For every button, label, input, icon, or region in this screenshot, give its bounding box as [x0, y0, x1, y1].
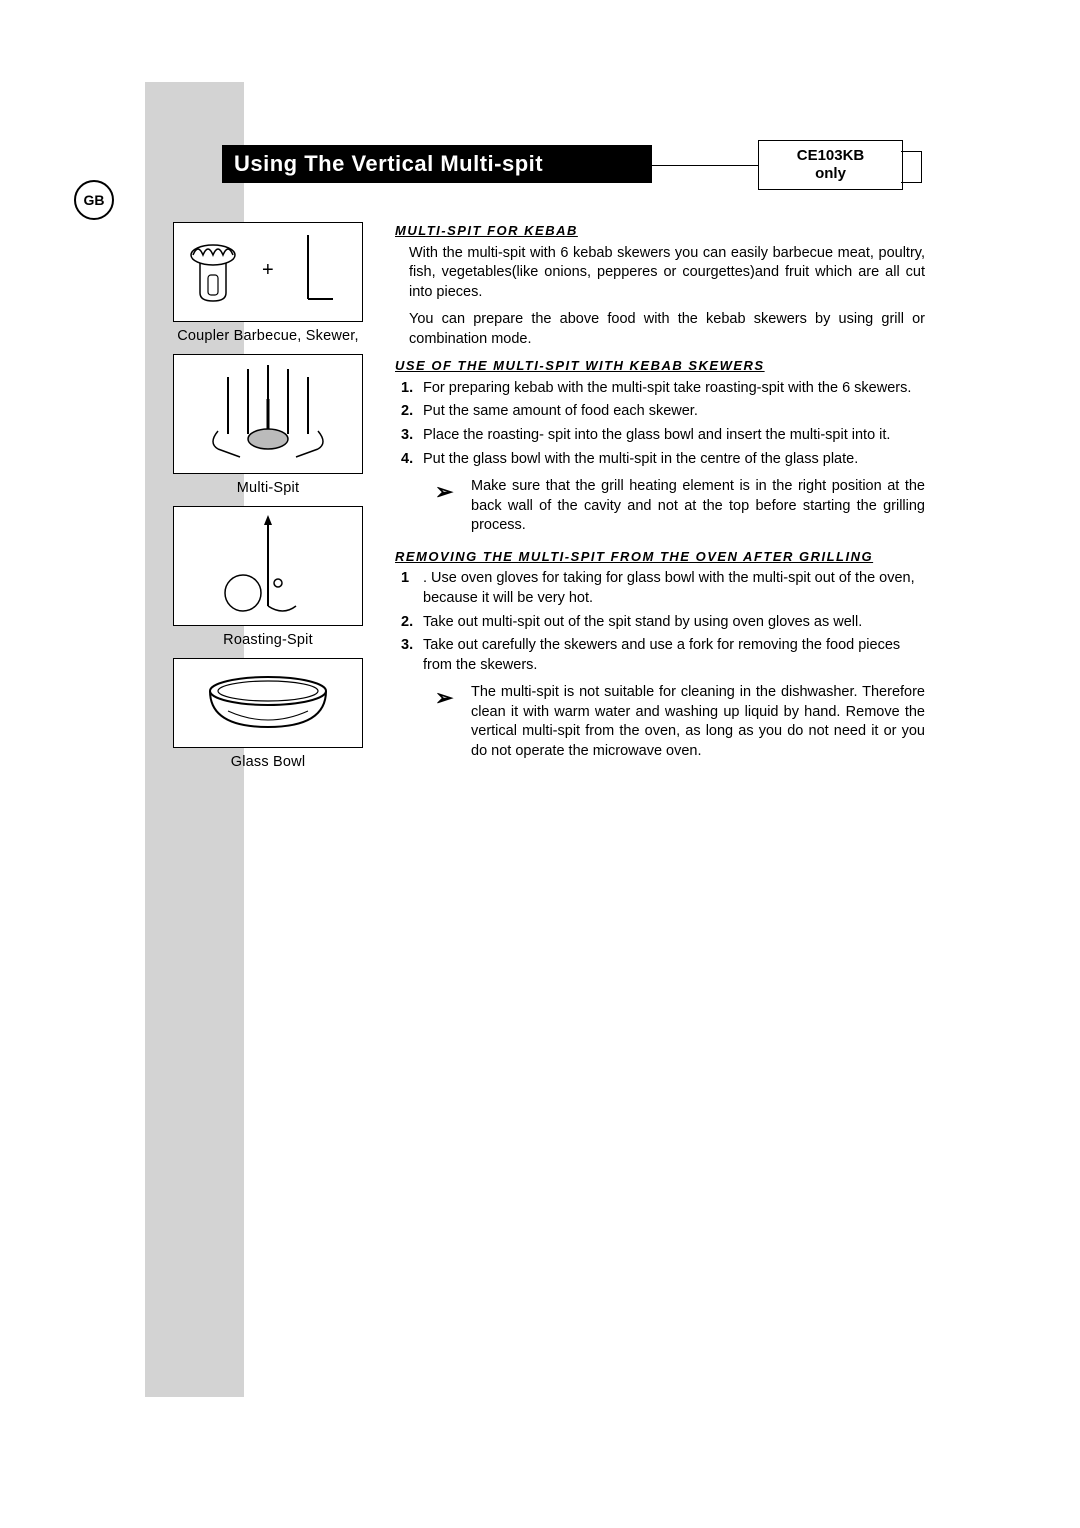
- page-title: Using The Vertical Multi-spit: [222, 145, 652, 183]
- subhead-removing: REMOVING THE MULTI-SPIT FROM THE OVEN AF…: [395, 548, 925, 566]
- note-text: Make sure that the grill heating element…: [471, 477, 925, 536]
- item-num: 3.: [401, 636, 419, 675]
- list-item: 1 . Use oven gloves for taking for glass…: [401, 569, 925, 608]
- item-num: 4.: [401, 450, 419, 470]
- note-removing: ➢ The multi-spit is not suitable for cle…: [435, 683, 925, 761]
- model-only: only: [815, 165, 846, 183]
- list-item: 3. Place the roasting- spit into the gla…: [401, 426, 925, 446]
- glass-bowl-icon: [178, 663, 358, 743]
- item-text: Put the same amount of food each skewer.: [419, 402, 925, 422]
- item-text: Take out multi-spit out of the spit stan…: [419, 613, 925, 633]
- item-num: 3.: [401, 426, 419, 446]
- illustration-column: + Coupler Barbecue, Skewer, Multi-Sp: [158, 222, 378, 780]
- roasting-spit-icon: [178, 511, 358, 621]
- list-item: 3. Take out carefully the skewers and us…: [401, 636, 925, 675]
- item-text: Take out carefully the skewers and use a…: [419, 636, 925, 675]
- list-use: 1. For preparing kebab with the multi-sp…: [401, 379, 925, 469]
- illus-coupler-skewer: +: [173, 222, 363, 322]
- list-item: 2. Put the same amount of food each skew…: [401, 402, 925, 422]
- item-text: For preparing kebab with the multi-spit …: [419, 379, 925, 399]
- item-num: 1: [401, 569, 419, 608]
- caption-roastingspit: Roasting-Spit: [158, 632, 378, 648]
- item-text: Place the roasting- spit into the glass …: [419, 426, 925, 446]
- illus-roasting-spit: [173, 506, 363, 626]
- item-num: 2.: [401, 613, 419, 633]
- model-code: CE103KB: [797, 147, 865, 165]
- caption-glassbowl: Glass Bowl: [158, 754, 378, 770]
- plus-icon: +: [262, 259, 274, 282]
- illus-multi-spit: [173, 354, 363, 474]
- note-text: The multi-spit is not suitable for clean…: [471, 683, 925, 761]
- arrow-icon: ➢: [435, 477, 471, 536]
- subhead-use: USE OF THE MULTI-SPIT WITH KEBAB SKEWERS: [395, 357, 925, 375]
- caption-coupler: Coupler Barbecue, Skewer,: [158, 328, 378, 344]
- item-num: 2.: [401, 402, 419, 422]
- page: GB Using The Vertical Multi-spit CE103KB…: [0, 0, 1080, 1528]
- para-s1-1: With the multi-spit with 6 kebab skewers…: [409, 244, 925, 303]
- note-use: ➢ Make sure that the grill heating eleme…: [435, 477, 925, 536]
- caption-multispit: Multi-Spit: [158, 480, 378, 496]
- item-num: 1.: [401, 379, 419, 399]
- list-removing: 1 . Use oven gloves for taking for glass…: [401, 569, 925, 675]
- language-badge: GB: [74, 180, 114, 220]
- model-box: CE103KB only: [758, 140, 903, 190]
- item-text: Put the glass bowl with the multi-spit i…: [419, 450, 925, 470]
- content-column: MULTI-SPIT FOR KEBAB With the multi-spit…: [395, 222, 925, 773]
- subhead-kebab: MULTI-SPIT FOR KEBAB: [395, 222, 925, 240]
- list-item: 2. Take out multi-spit out of the spit s…: [401, 613, 925, 633]
- arrow-icon: ➢: [435, 683, 471, 761]
- item-text: . Use oven gloves for taking for glass b…: [419, 569, 925, 608]
- list-item: 1. For preparing kebab with the multi-sp…: [401, 379, 925, 399]
- illus-glass-bowl: [173, 658, 363, 748]
- para-s1-2: You can prepare the above food with the …: [409, 310, 925, 349]
- list-item: 4. Put the glass bowl with the multi-spi…: [401, 450, 925, 470]
- multi-spit-icon: [178, 359, 358, 469]
